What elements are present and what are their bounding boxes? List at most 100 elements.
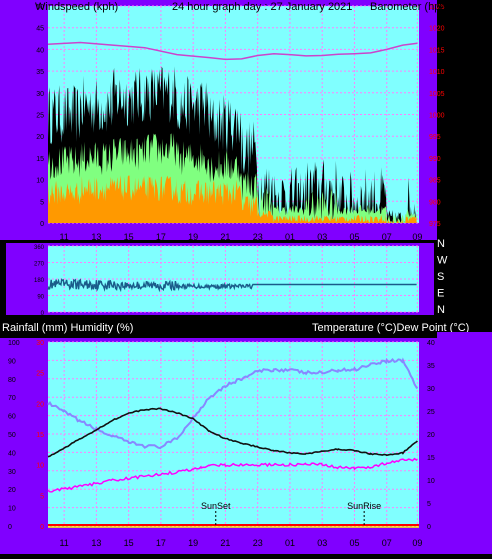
- chart-title: 24 hour graph day : 27 January 2021: [172, 1, 352, 13]
- temperature-tick-label: 5: [427, 501, 431, 508]
- barometer-tick-label: 1025: [429, 4, 445, 11]
- compass-label: S: [437, 271, 444, 283]
- temperature-line: [47, 357, 419, 450]
- temp-panel-series: [47, 357, 419, 528]
- hour-label: 05: [349, 538, 359, 548]
- temperature-tick-label: 40: [427, 340, 435, 347]
- humidity-line: [47, 457, 418, 493]
- hour-label: 01: [285, 232, 295, 242]
- windspeed-tick-label: 35: [36, 69, 44, 76]
- windspeed-tick-label: 5: [40, 199, 44, 206]
- temperature-tick-label: 10: [427, 478, 435, 485]
- temperature-tick-label: 15: [427, 455, 435, 462]
- compass-label: E: [437, 288, 444, 300]
- barometer-tick-label: 975: [429, 221, 441, 228]
- rain-tick-label: 0: [40, 524, 44, 531]
- sunset-label: SunSet: [201, 501, 231, 511]
- hour-label: 17: [156, 232, 166, 242]
- temperature-tick-label: 20: [427, 432, 435, 439]
- direction-panel-ticks: 360 270 180 90 0: [34, 245, 45, 317]
- humidity-tick-label: 80: [8, 377, 16, 384]
- temp-panel-xlabels: 11 13 15 17 19 21 23 01 03 05 07 09: [59, 538, 422, 548]
- wind-direction-line: [47, 278, 417, 293]
- temperature-tick-label: 35: [427, 363, 435, 370]
- humidity-tick-label: 50: [8, 432, 16, 439]
- wind-low-area: [48, 175, 417, 223]
- windspeed-tick-label: 30: [36, 91, 44, 98]
- rain-tick-label: 15: [36, 432, 44, 439]
- right-border: [437, 332, 492, 554]
- humidity-tick-label: 100: [8, 340, 20, 347]
- direction-tick-label: 180: [34, 278, 45, 284]
- wind-panel-xlabels: 11 13 15 17 19 21 23 01 03 05 07 09: [59, 232, 422, 242]
- hour-label: 19: [188, 538, 198, 548]
- humidity-tick-label: 30: [8, 469, 16, 476]
- barometer-tick-label: 995: [429, 134, 441, 141]
- rain-tick-label: 30: [36, 340, 44, 347]
- direction-tick-label: 90: [37, 295, 44, 301]
- barometer-axis-label: Barometer (hpa): [370, 1, 450, 13]
- windspeed-tick-label: 25: [36, 113, 44, 120]
- hour-label: 05: [349, 232, 359, 242]
- windspeed-tick-label: 0: [40, 221, 44, 228]
- rain-tick-label: 25: [36, 371, 44, 378]
- rain-tick-label: 20: [36, 401, 44, 408]
- hour-label: 13: [91, 538, 101, 548]
- direction-tick-label: 0: [41, 311, 45, 317]
- humidity-tick-label: 20: [8, 487, 16, 494]
- barometer-tick-label: 1010: [429, 69, 445, 76]
- direction-tick-label: 360: [34, 245, 45, 251]
- windspeed-tick-label: 10: [36, 178, 44, 185]
- compass-label: N: [437, 304, 445, 316]
- hour-label: 19: [188, 232, 198, 242]
- barometer-tick-label: 1005: [429, 91, 445, 98]
- hour-label: 09: [412, 232, 422, 242]
- windspeed-axis-label: Windspeed (kph): [35, 1, 118, 13]
- hour-label: 23: [253, 538, 263, 548]
- temp-dew-axis-label: Temperature (°C)Dew Point (°C): [312, 322, 469, 334]
- barometer-tick-label: 990: [429, 156, 441, 163]
- rain-tick-label: 5: [40, 493, 44, 500]
- wind-panel-series: [47, 41, 418, 223]
- hour-label: 01: [285, 538, 295, 548]
- windspeed-tick-label: 40: [36, 47, 44, 54]
- hour-label: 13: [91, 232, 101, 242]
- direction-panel-series: [47, 278, 417, 293]
- hour-label: 21: [220, 538, 230, 548]
- barometer-tick-label: 1000: [429, 113, 445, 120]
- humidity-tick-label: 0: [8, 524, 12, 531]
- barometer-tick-label: 1015: [429, 47, 445, 54]
- temperature-tick-label: 25: [427, 409, 435, 416]
- windspeed-tick-label: 50: [36, 4, 44, 11]
- sunrise-label: SunRise: [347, 501, 381, 511]
- windspeed-tick-label: 15: [36, 156, 44, 163]
- humidity-tick-label: 70: [8, 395, 16, 402]
- wind-panel-ticks: 5045403530252015105010251020101510101005…: [36, 4, 444, 228]
- hour-label: 09: [412, 538, 422, 548]
- hour-label: 03: [317, 232, 327, 242]
- direction-panel-grid: [48, 245, 419, 313]
- sun-markers: SunSet SunRise: [201, 501, 381, 526]
- hour-label: 07: [382, 538, 392, 548]
- humidity-tick-label: 90: [8, 358, 16, 365]
- temperature-tick-label: 30: [427, 386, 435, 393]
- humidity-tick-label: 40: [8, 450, 16, 457]
- hour-label: 03: [317, 538, 327, 548]
- dew-point-line: [47, 407, 418, 458]
- temperature-tick-label: 0: [427, 524, 431, 531]
- barometer-tick-label: 985: [429, 178, 441, 185]
- hour-label: 15: [124, 232, 134, 242]
- compass-label: W: [437, 255, 448, 267]
- hour-label: 11: [59, 538, 68, 548]
- humidity-tick-label: 10: [8, 506, 16, 513]
- barometer-tick-label: 1020: [429, 26, 445, 33]
- windspeed-tick-label: 45: [36, 26, 44, 33]
- temp-panel-ticks: 1009080706050403020100302520151050403530…: [8, 340, 435, 531]
- hour-label: 17: [156, 538, 166, 548]
- humidity-tick-label: 60: [8, 414, 16, 421]
- hour-label: 15: [124, 538, 134, 548]
- rain-humidity-axis-label: Rainfall (mm) Humidity (%): [2, 322, 133, 334]
- barometer-line: [47, 41, 418, 61]
- hour-label: 07: [382, 232, 392, 242]
